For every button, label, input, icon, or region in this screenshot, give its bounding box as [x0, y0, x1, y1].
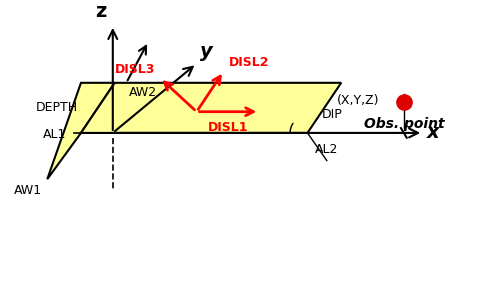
- Text: Obs. point: Obs. point: [363, 117, 444, 131]
- Text: z: z: [95, 2, 106, 21]
- Text: AL2: AL2: [315, 143, 338, 155]
- Polygon shape: [47, 83, 115, 179]
- Text: DISL3: DISL3: [115, 63, 155, 76]
- Text: x: x: [427, 124, 440, 142]
- Text: DEPTH: DEPTH: [36, 102, 78, 114]
- Text: y: y: [201, 42, 213, 61]
- Text: DISL2: DISL2: [228, 56, 269, 69]
- Text: (X,Y,Z): (X,Y,Z): [337, 94, 380, 107]
- Text: AW1: AW1: [14, 184, 42, 197]
- Text: DISL1: DISL1: [208, 121, 248, 134]
- Text: DIP: DIP: [322, 108, 343, 121]
- Text: AW2: AW2: [129, 86, 157, 99]
- Text: AL1: AL1: [43, 128, 67, 141]
- Polygon shape: [81, 83, 341, 133]
